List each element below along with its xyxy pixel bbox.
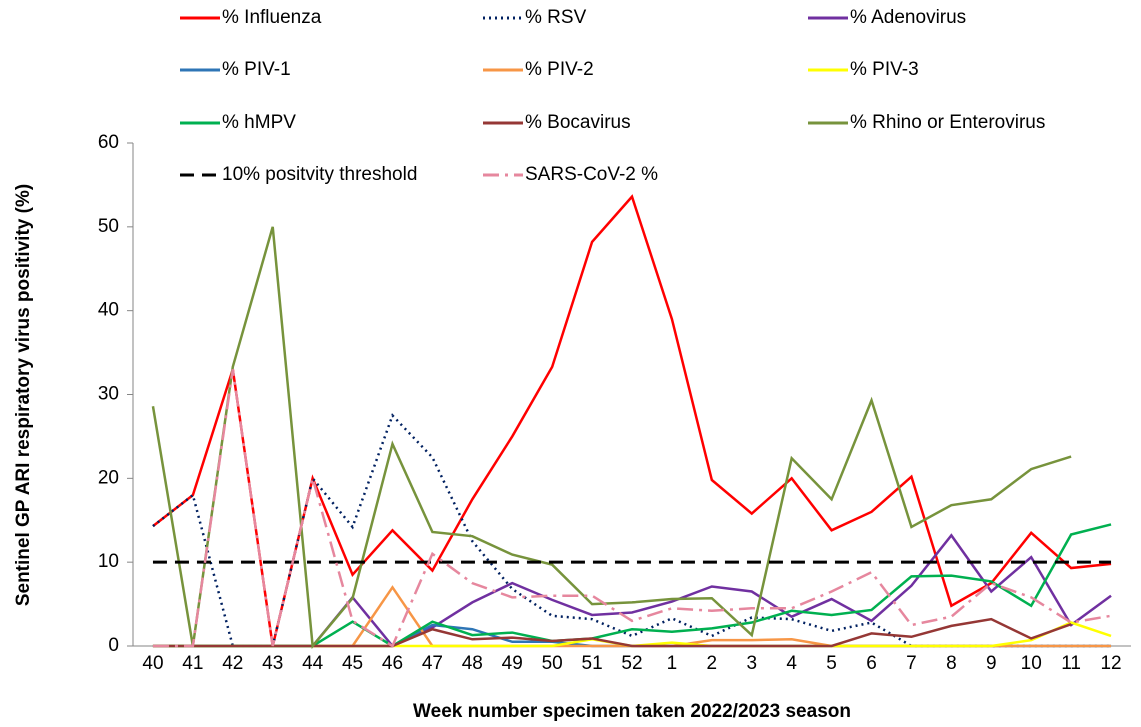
series-line: [152, 621, 1112, 648]
series-line: [151, 226, 1072, 650]
x-tick-label: 1: [667, 653, 678, 674]
x-tick-label: 3: [746, 653, 757, 674]
x-tick-label: 42: [222, 653, 243, 674]
x-tick-label: 6: [866, 653, 877, 674]
x-tick-label: 4: [786, 653, 797, 674]
legend-label: % hMPV: [222, 112, 296, 133]
x-tick-label: 52: [621, 653, 642, 674]
legend-label: 10% positvity threshold: [222, 164, 417, 185]
x-tick-label: 41: [182, 653, 203, 674]
y-tick-label: 60: [98, 132, 119, 153]
x-tick-label: 48: [462, 653, 483, 674]
x-tick-label: 5: [826, 653, 837, 674]
legend-label: % RSV: [525, 7, 587, 28]
legend-label: % Bocavirus: [525, 112, 631, 133]
x-tick-label: 44: [302, 653, 324, 674]
x-tick-label: 7: [906, 653, 917, 674]
y-tick-label: 40: [98, 300, 119, 321]
legend-label: % PIV-2: [525, 59, 594, 80]
legend-label: SARS-CoV-2 %: [525, 164, 658, 185]
x-tick-label: 12: [1100, 653, 1121, 674]
x-tick-label: 46: [382, 653, 403, 674]
series-line: [152, 617, 1072, 648]
legend-label: % PIV-1: [222, 59, 291, 80]
series-line: [152, 369, 1112, 648]
x-axis-label: Week number specimen taken 2022/2023 sea…: [413, 701, 851, 722]
x-tick-label: 43: [262, 653, 283, 674]
series-line: [152, 194, 1112, 647]
legend-label: % Adenovirus: [850, 7, 966, 28]
y-tick-label: 30: [98, 384, 119, 405]
x-tick-label: 47: [422, 653, 443, 674]
x-tick-label: 49: [502, 653, 523, 674]
x-tick-label: 40: [142, 653, 163, 674]
x-tick-label: 8: [946, 653, 957, 674]
x-tick-label: 10: [1021, 653, 1042, 674]
x-tick-label: 2: [707, 653, 718, 674]
y-tick-label: 20: [98, 467, 119, 488]
x-tick-label: 45: [342, 653, 363, 674]
y-tick-label: 10: [98, 551, 119, 572]
legend-label: % PIV-3: [850, 59, 919, 80]
x-tick-label: 50: [542, 653, 563, 674]
y-axis-label: Sentinel GP ARI respiratory virus positi…: [13, 184, 34, 606]
x-tick-label: 51: [582, 653, 603, 674]
legend-label: % Rhino or Enterovirus: [850, 112, 1045, 133]
legend-label: % Influenza: [222, 7, 322, 28]
y-tick-label: 0: [108, 635, 119, 656]
x-tick-label: 11: [1061, 653, 1081, 674]
y-tick-label: 50: [98, 216, 119, 237]
x-tick-label: 9: [986, 653, 997, 674]
